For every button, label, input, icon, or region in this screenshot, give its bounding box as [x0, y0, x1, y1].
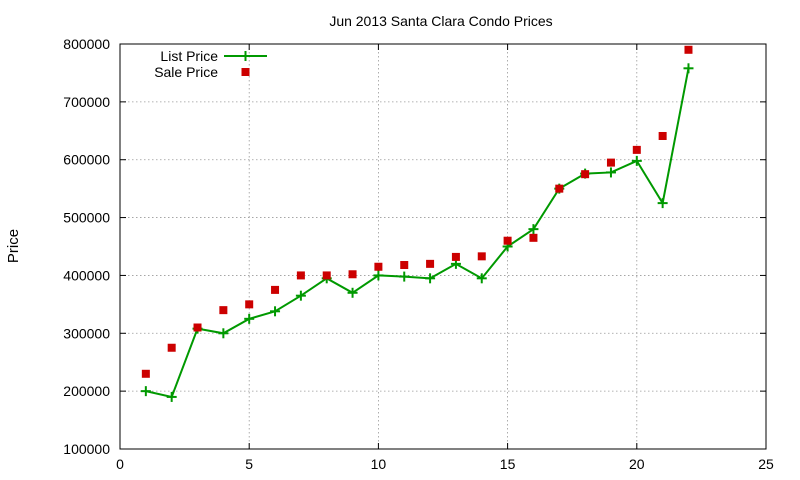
- y-tick-label: 500000: [63, 210, 110, 226]
- sale-price-point: [606, 158, 615, 167]
- y-tick-label: 700000: [63, 94, 110, 110]
- y-tick-label: 300000: [63, 325, 110, 341]
- plot-frame: [119, 43, 767, 450]
- x-tick-label: 5: [245, 456, 253, 472]
- y-tick-label: 600000: [63, 152, 110, 168]
- x-tick-label: 25: [758, 456, 774, 472]
- sale-price-point: [193, 323, 202, 332]
- list-price-point: [631, 155, 642, 166]
- x-tick-label: 10: [371, 456, 387, 472]
- legend-item-sale-price: Sale Price: [154, 64, 250, 80]
- sale-price-series: [141, 45, 693, 378]
- sale-price-point: [271, 285, 280, 294]
- sale-price-point: [632, 145, 641, 154]
- legend-label: List Price: [160, 48, 218, 64]
- legend-label: Sale Price: [154, 64, 218, 80]
- sale-price-point: [400, 261, 409, 270]
- list-price-point: [140, 386, 151, 397]
- legend-item-list-price: List Price: [160, 48, 267, 64]
- y-tick-label: 200000: [63, 383, 110, 399]
- list-price-point: [270, 306, 281, 317]
- x-tick-label: 20: [629, 456, 645, 472]
- sale-price-point: [503, 236, 512, 245]
- list-price-point: [605, 167, 616, 178]
- list-price-point: [347, 287, 358, 298]
- x-tick-label: 15: [500, 456, 516, 472]
- chart-title: Jun 2013 Santa Clara Condo Prices: [329, 13, 552, 29]
- list-price-point: [476, 273, 487, 284]
- y-tick-label: 800000: [63, 36, 110, 52]
- sale-price-point: [348, 270, 357, 279]
- sale-price-point: [684, 45, 693, 54]
- list-price-point: [295, 290, 306, 301]
- y-tick-label: 100000: [63, 441, 110, 457]
- y-tick-label: 400000: [63, 267, 110, 283]
- list-price-point: [657, 198, 668, 209]
- list-price-line: [145, 68, 690, 399]
- list-price-point: [166, 391, 177, 402]
- legend-marker: [241, 68, 250, 76]
- list-price-series: [140, 63, 694, 402]
- sale-price-point: [555, 184, 564, 193]
- sale-price-point: [374, 262, 383, 271]
- sale-price-point: [658, 131, 667, 140]
- sale-price-point: [581, 170, 590, 179]
- list-price-point: [425, 273, 436, 284]
- series-layer: [140, 45, 694, 402]
- legend-marker: [240, 51, 251, 61]
- sale-price-point: [219, 306, 228, 315]
- list-price-point: [244, 313, 255, 324]
- y-axis-label: Price: [5, 229, 22, 263]
- sale-price-point: [245, 300, 254, 309]
- list-price-point: [528, 224, 539, 235]
- sale-price-point: [451, 252, 460, 261]
- list-price-point: [373, 270, 384, 281]
- axis-ticks: 0 5 10 15 20 25 100000 200000 300000 400000 500000…: [63, 36, 774, 472]
- list-price-point: [683, 63, 694, 74]
- sale-price-point: [477, 252, 486, 261]
- sale-price-point: [167, 343, 176, 352]
- list-price-point: [399, 271, 410, 282]
- x-tick-label: 0: [116, 456, 124, 472]
- sale-price-point: [141, 369, 150, 378]
- sale-price-point: [296, 271, 305, 280]
- grid-lines: [120, 44, 766, 449]
- sale-price-point: [426, 259, 435, 268]
- list-price-point: [218, 328, 229, 339]
- sale-price-point: [529, 233, 538, 242]
- sale-price-point: [322, 271, 331, 280]
